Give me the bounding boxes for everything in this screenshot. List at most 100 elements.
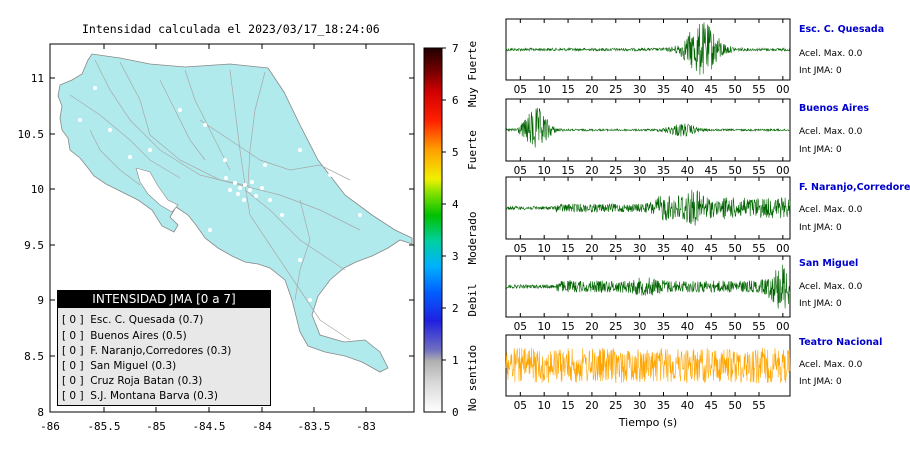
seismogram-tick-label: 05: [514, 400, 527, 412]
colorbar-tick-label: 6: [452, 94, 459, 107]
station-name: San Miguel: [799, 258, 859, 269]
seismogram-tick-label: 30: [633, 165, 646, 177]
seismogram-tick-label: 55: [752, 321, 765, 333]
seismogram-tick-label: 05: [514, 321, 527, 333]
seismogram-tick-label: 15: [561, 165, 574, 177]
seismogram-tick-label: 15: [561, 243, 574, 255]
colorbar-tick-label: 2: [452, 302, 459, 315]
legend-item: [ 0 ] S.J. Montana Barva (0.3): [62, 390, 218, 402]
seismogram-tick-label: 40: [681, 84, 694, 96]
station-acel: Acel. Max. 0.0: [799, 360, 863, 370]
station-acel: Acel. Max. 0.0: [799, 49, 863, 59]
seismogram-tick-label: 40: [681, 243, 694, 255]
seismogram-trace: [505, 107, 791, 148]
seismogram-tick-label: 25: [609, 400, 622, 412]
colorbar: [423, 47, 443, 413]
seismogram-tick-label: 10: [537, 165, 550, 177]
map-ytick-label: 9: [37, 294, 44, 307]
seismogram-tick-label: 20: [585, 321, 598, 333]
seismogram-tick-label: 00: [776, 84, 789, 96]
station-acel: Acel. Max. 0.0: [799, 282, 863, 292]
seismogram-tick-label: 35: [657, 400, 670, 412]
seismogram-panel: 05 10 15 20 25 30 35 40 45 50 55 00: [505, 176, 791, 255]
seismogram-tick-label: 25: [609, 243, 622, 255]
map-xtick-label: -84.5: [192, 420, 225, 433]
seismogram-tick-label: 20: [585, 400, 598, 412]
seismogram-panel: 05 10 15 20 25 30 35 40 45 50 55: [505, 334, 791, 412]
seismogram-tick-label: 00: [776, 243, 789, 255]
colorbar-label: Muy Fuerte: [466, 41, 479, 107]
seismogram-tick-label: 25: [609, 321, 622, 333]
colorbar-tick-label: 1: [452, 354, 459, 367]
seismogram-tick-label: 50: [728, 84, 741, 96]
seismogram-tick-label: 15: [561, 84, 574, 96]
map-ytick-label: 8: [37, 406, 44, 419]
seismogram-tick-label: 55: [752, 400, 765, 412]
seismogram-trace: [505, 22, 790, 75]
map-xtick-label: -83: [356, 420, 376, 433]
station-int: Int JMA: 0: [799, 66, 842, 76]
seismogram-tick-label: 00: [776, 321, 789, 333]
gulf-of-nicoya: [135, 167, 179, 213]
colorbar-label: Fuerte: [466, 130, 479, 170]
seismogram-tick-label: 30: [633, 243, 646, 255]
map-ytick-label: 10.5: [18, 128, 45, 141]
seismogram-tick-label: 55: [752, 165, 765, 177]
seismogram-tick-label: 30: [633, 84, 646, 96]
settlement-dots: [78, 86, 362, 332]
seismogram-tick-label: 55: [752, 243, 765, 255]
seismogram-panel: 05 10 15 20 25 30 35 40 45 50 55 00: [505, 255, 791, 333]
seismogram-tick-label: 45: [705, 165, 718, 177]
seismogram-tick-label: 30: [633, 400, 646, 412]
colorbar-tick-label: 0: [452, 406, 459, 419]
station-int: Int JMA: 0: [799, 299, 842, 309]
map-ytick-label: 8.5: [24, 350, 44, 363]
seismogram-tick-label: 50: [728, 243, 741, 255]
map-ytick-label: 11: [31, 72, 44, 85]
seismogram-trace: [505, 347, 791, 384]
station-int: Int JMA: 0: [799, 377, 842, 387]
colorbar-tick-label: 3: [452, 250, 459, 263]
colorbar-tick-label: 4: [452, 198, 459, 211]
map-xtick-label: -84: [252, 420, 272, 433]
seismogram-tick-label: 25: [609, 165, 622, 177]
seismogram-tick-label: 20: [585, 84, 598, 96]
time-axis-label: Tiempo (s): [618, 416, 677, 429]
seismogram-tick-label: 20: [585, 165, 598, 177]
colorbar-tick-label: 7: [452, 42, 459, 55]
legend-item: [ 0 ] Buenos Aires (0.5): [62, 330, 187, 342]
seismogram-tick-label: 50: [728, 321, 741, 333]
seismogram-tick-label: 15: [561, 321, 574, 333]
seismogram-trace: [505, 264, 791, 309]
legend-item: [ 0 ] San Miguel (0.3): [62, 360, 177, 372]
seismogram-tick-label: 20: [585, 243, 598, 255]
seismogram-tick-label: 45: [705, 84, 718, 96]
colorbar-label: Debil: [466, 283, 479, 316]
seismogram-tick-label: 50: [728, 400, 741, 412]
seismogram-tick-label: 45: [705, 400, 718, 412]
seismogram-tick-label: 35: [657, 84, 670, 96]
seismogram-tick-label: 40: [681, 165, 694, 177]
station-int: Int JMA: 0: [799, 145, 842, 155]
map-xtick-label: -83.5: [297, 420, 330, 433]
seismogram-tick-label: 05: [514, 243, 527, 255]
seismogram-tick-label: 45: [705, 321, 718, 333]
legend-item: [ 0 ] F. Naranjo,Corredores (0.3): [62, 345, 232, 357]
station-name: F. Naranjo,Corredores: [799, 182, 910, 193]
station-int: Int JMA: 0: [799, 223, 842, 233]
colorbar-tick-label: 5: [452, 146, 459, 159]
map-xtick-label: -85: [146, 420, 166, 433]
seismogram-tick-label: 10: [537, 84, 550, 96]
legend-title: INTENSIDAD JMA [0 a 7]: [57, 290, 271, 308]
seismogram-tick-label: 05: [514, 84, 527, 96]
seismogram-tick-label: 05: [514, 165, 527, 177]
map-title: Intensidad calculada el 2023/03/17_18:24…: [82, 22, 380, 36]
seismogram-tick-label: 15: [561, 400, 574, 412]
colorbar-label: Moderado: [466, 212, 479, 265]
seismogram-trace: [505, 189, 791, 226]
seismogram-tick-label: 45: [705, 243, 718, 255]
seismogram-tick-label: 30: [633, 321, 646, 333]
seismogram-tick-label: 10: [537, 321, 550, 333]
station-name: Esc. C. Quesada: [799, 24, 885, 35]
costa-rica-land: [57, 53, 413, 373]
